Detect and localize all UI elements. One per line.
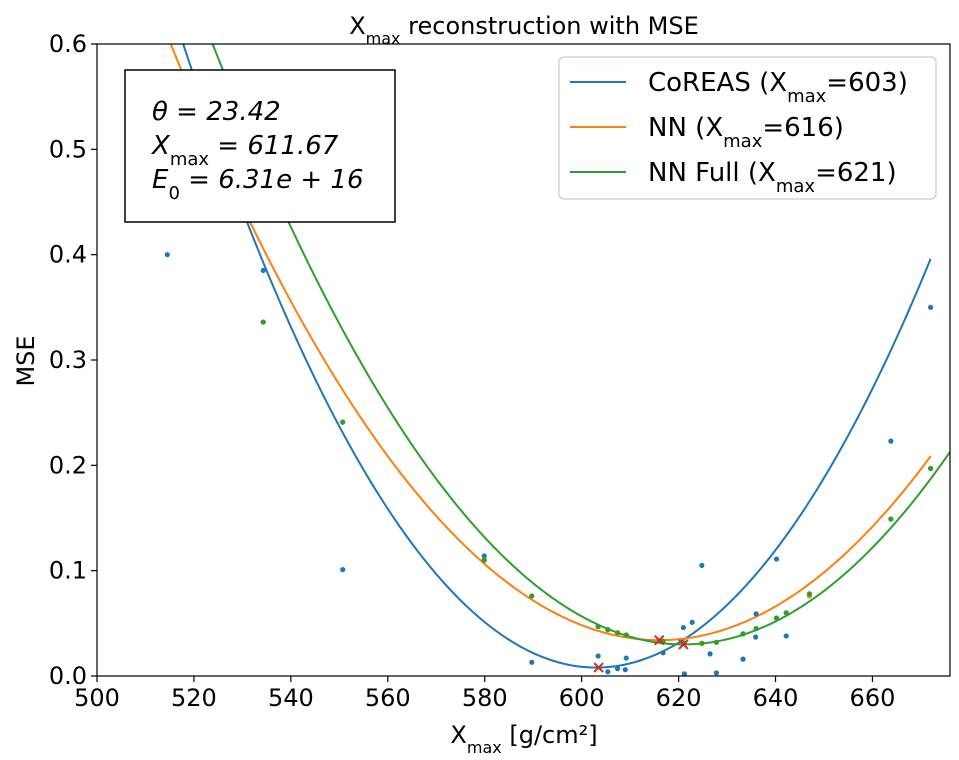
data-point-series-0 <box>713 670 719 676</box>
data-point-series-0 <box>481 553 487 559</box>
data-point-series-2 <box>753 626 759 632</box>
data-point-series-0 <box>699 562 705 569</box>
annotation-xmax: Xmax = 611.67 <box>150 131 339 170</box>
minimum-marker-series-2 <box>678 639 689 650</box>
data-point-series-2 <box>806 591 813 597</box>
data-point-series-0 <box>753 611 759 617</box>
x-tick-label: 520 <box>171 684 217 712</box>
data-point-series-0 <box>783 633 789 639</box>
data-point-series-0 <box>680 624 687 631</box>
x-tick-label: 500 <box>74 684 120 712</box>
data-point-series-0 <box>660 650 666 656</box>
data-point-series-0 <box>595 653 601 659</box>
data-point-series-2 <box>888 516 894 522</box>
data-point-series-2 <box>529 593 535 599</box>
data-point-series-0 <box>681 671 688 676</box>
data-point-series-0 <box>689 619 695 625</box>
chart-title: Xmax reconstruction with MSE <box>349 12 699 48</box>
plot-area <box>164 44 950 676</box>
data-point-series-0 <box>623 655 629 661</box>
data-point-series-2 <box>773 615 780 621</box>
x-tick-label: 560 <box>365 684 411 712</box>
data-point-series-2 <box>783 610 789 616</box>
y-tick-label: 0.2 <box>49 451 87 479</box>
data-point-series-0 <box>340 567 346 573</box>
data-point-series-2 <box>699 640 705 646</box>
x-tick-label: 620 <box>656 684 702 712</box>
y-tick-label: 0.6 <box>49 30 87 58</box>
data-point-series-0 <box>605 669 611 675</box>
x-axis: 500 520 540 560 580 600 620 640 660 <box>74 676 895 712</box>
data-point-series-2 <box>623 632 629 638</box>
y-tick-label: 0.5 <box>49 135 87 163</box>
y-tick-label: 0.3 <box>49 346 87 374</box>
data-point-series-0 <box>773 556 780 562</box>
x-axis-label: Xmax [g/cm²] <box>450 721 597 757</box>
data-point-series-0 <box>622 667 628 673</box>
x-tick-label: 600 <box>559 684 605 712</box>
data-point-series-0 <box>529 659 535 665</box>
minimum-marker-series-0 <box>593 662 604 673</box>
data-point-series-0 <box>928 304 934 310</box>
legend-label-series-1: NN (Xmax=616) <box>648 113 844 152</box>
data-point-series-2 <box>713 639 719 645</box>
y-tick-label: 0.1 <box>49 557 87 585</box>
data-point-series-0 <box>753 634 759 640</box>
data-point-series-0 <box>164 252 170 258</box>
data-point-series-2 <box>260 319 266 325</box>
x-tick-label: 660 <box>850 684 896 712</box>
data-point-series-0 <box>707 651 713 657</box>
legend: CoREAS (Xmax=603) NN (Xmax=616) NN Full (X… <box>558 56 937 200</box>
data-point-series-2 <box>605 627 611 633</box>
data-point-series-2 <box>595 623 601 630</box>
data-point-series-2 <box>740 631 746 637</box>
x-tick-label: 540 <box>268 684 314 712</box>
y-tick-label: 0.4 <box>49 241 87 269</box>
x-tick-label: 580 <box>462 684 508 712</box>
data-point-series-0 <box>614 666 621 672</box>
y-axis-label: MSE <box>12 335 40 386</box>
data-point-series-0 <box>888 438 894 444</box>
legend-label-series-0: CoREAS (Xmax=603) <box>648 68 908 107</box>
annotation-box: θ = 23.42 Xmax = 611.67 E0 = 6.31e + 16 <box>124 69 396 223</box>
x-tick-label: 640 <box>753 684 799 712</box>
annotation-energy: E0 = 6.31e + 16 <box>152 165 364 204</box>
data-point-series-0 <box>260 267 266 274</box>
data-point-series-2 <box>481 557 487 563</box>
annotation-box-frame <box>124 69 396 223</box>
data-point-series-2 <box>928 465 934 472</box>
y-axis: 0.0 0.1 0.2 0.3 0.4 0.5 0.6 <box>49 30 97 690</box>
minimum-marker-series-1 <box>653 634 665 646</box>
data-point-series-2 <box>340 419 346 425</box>
legend-frame <box>558 56 937 200</box>
data-point-series-0 <box>740 656 746 662</box>
data-point-series-2 <box>614 630 621 636</box>
y-tick-label: 0.0 <box>49 662 87 690</box>
annotation-theta: θ = 23.42 <box>152 97 281 127</box>
legend-label-series-2: NN Full (Xmax=621) <box>648 158 897 197</box>
